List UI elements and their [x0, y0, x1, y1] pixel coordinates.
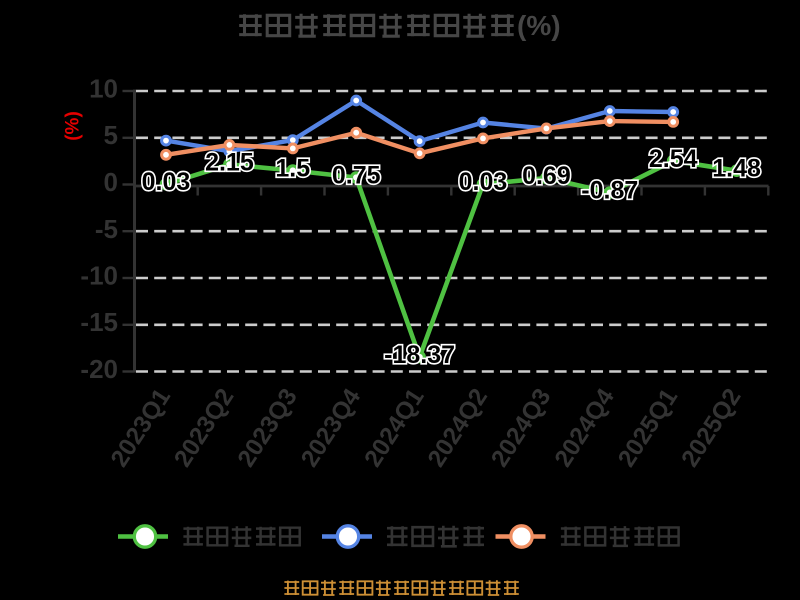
- svg-text:0.03: 0.03: [459, 168, 508, 196]
- svg-text:0.03: 0.03: [142, 168, 191, 196]
- svg-text:-10: -10: [80, 261, 118, 291]
- svg-text:0.69: 0.69: [522, 162, 571, 190]
- svg-text:2.15: 2.15: [205, 148, 254, 176]
- svg-text:-20: -20: [80, 354, 118, 384]
- svg-text:0: 0: [104, 167, 118, 197]
- svg-text:0.75: 0.75: [332, 162, 381, 190]
- svg-text:1.48: 1.48: [712, 155, 761, 183]
- svg-text:2023Q2: 2023Q2: [169, 384, 239, 472]
- svg-text:2025Q1: 2025Q1: [613, 384, 683, 472]
- svg-text:(%): (%): [517, 10, 561, 41]
- svg-text:2024Q3: 2024Q3: [486, 384, 556, 472]
- svg-text:-15: -15: [80, 307, 118, 337]
- svg-text:2024Q1: 2024Q1: [360, 384, 430, 472]
- svg-text:-5: -5: [95, 214, 118, 244]
- svg-text:-18.37: -18.37: [384, 341, 455, 369]
- svg-text:2023Q1: 2023Q1: [106, 384, 176, 472]
- svg-text:-0.87: -0.87: [581, 177, 638, 205]
- svg-text:1.5: 1.5: [275, 155, 310, 183]
- svg-text:10: 10: [89, 74, 118, 104]
- svg-text:2024Q4: 2024Q4: [550, 384, 620, 472]
- svg-text:2023Q3: 2023Q3: [233, 384, 303, 472]
- svg-text:2024Q2: 2024Q2: [423, 384, 493, 472]
- svg-text:(%): (%): [63, 111, 84, 141]
- svg-text:5: 5: [104, 120, 118, 150]
- svg-text:2023Q4: 2023Q4: [296, 384, 366, 472]
- svg-text:2.54: 2.54: [649, 145, 698, 173]
- svg-text:2025Q2: 2025Q2: [677, 384, 747, 472]
